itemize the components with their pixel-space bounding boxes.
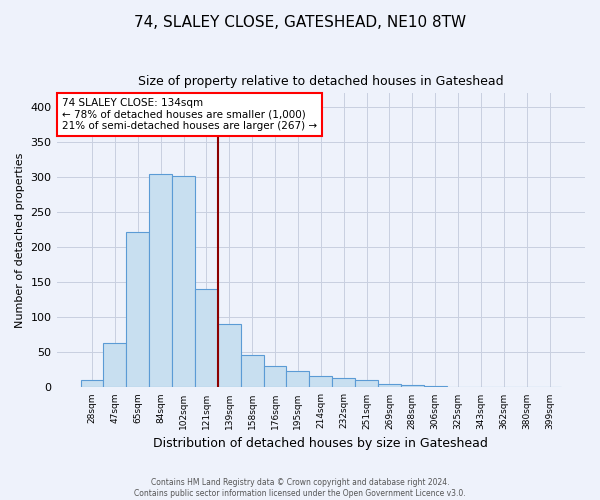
Bar bbox=[378, 384, 401, 388]
Bar bbox=[195, 290, 218, 388]
Bar bbox=[310, 376, 332, 388]
Bar bbox=[469, 386, 493, 388]
Bar bbox=[218, 324, 241, 388]
Bar bbox=[149, 174, 172, 388]
Text: 74, SLALEY CLOSE, GATESHEAD, NE10 8TW: 74, SLALEY CLOSE, GATESHEAD, NE10 8TW bbox=[134, 15, 466, 30]
Bar bbox=[401, 386, 424, 388]
Bar bbox=[80, 380, 103, 388]
Bar bbox=[103, 342, 127, 388]
X-axis label: Distribution of detached houses by size in Gateshead: Distribution of detached houses by size … bbox=[154, 437, 488, 450]
Bar bbox=[424, 386, 446, 388]
Bar bbox=[241, 355, 263, 388]
Bar bbox=[493, 386, 515, 388]
Text: Contains HM Land Registry data © Crown copyright and database right 2024.
Contai: Contains HM Land Registry data © Crown c… bbox=[134, 478, 466, 498]
Title: Size of property relative to detached houses in Gateshead: Size of property relative to detached ho… bbox=[138, 75, 503, 88]
Bar bbox=[286, 372, 310, 388]
Bar bbox=[538, 386, 561, 388]
Bar bbox=[355, 380, 378, 388]
Text: 74 SLALEY CLOSE: 134sqm
← 78% of detached houses are smaller (1,000)
21% of semi: 74 SLALEY CLOSE: 134sqm ← 78% of detache… bbox=[62, 98, 317, 131]
Bar bbox=[332, 378, 355, 388]
Y-axis label: Number of detached properties: Number of detached properties bbox=[15, 152, 25, 328]
Bar bbox=[172, 176, 195, 388]
Bar bbox=[446, 386, 469, 388]
Bar bbox=[127, 232, 149, 388]
Bar bbox=[515, 386, 538, 388]
Bar bbox=[263, 366, 286, 388]
